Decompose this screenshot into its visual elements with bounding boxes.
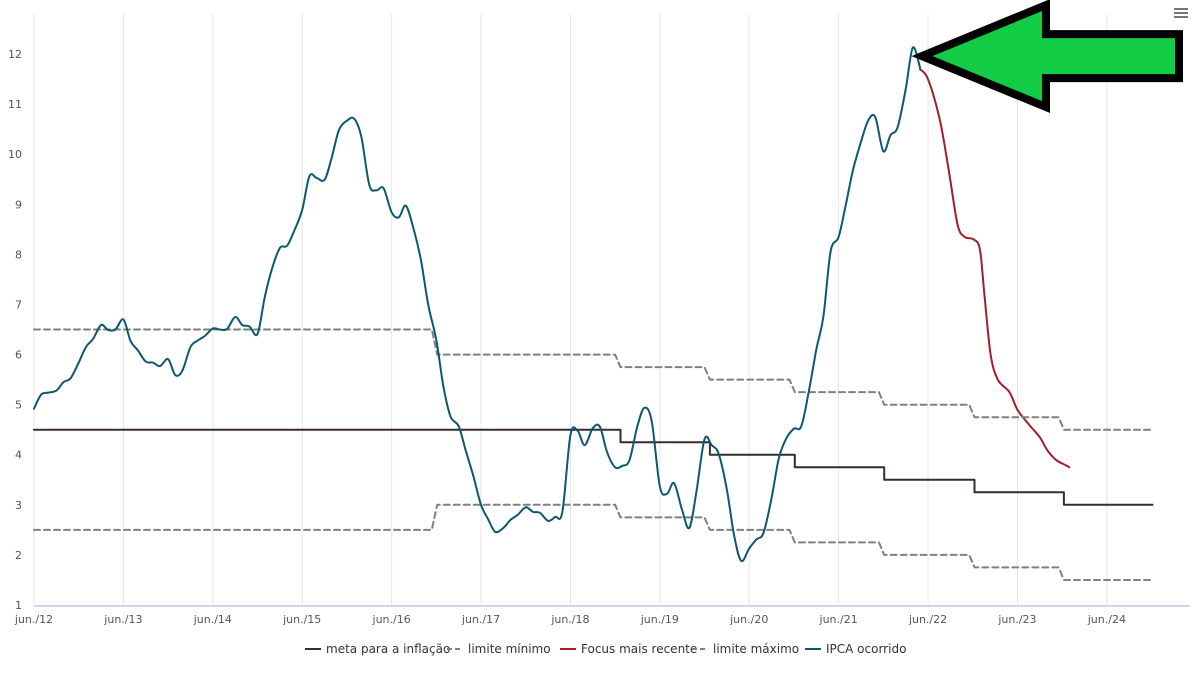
y-tick-label: 3 (15, 499, 22, 512)
y-tick-label: 11 (8, 98, 22, 111)
legend-label: IPCA ocorrido (826, 642, 906, 656)
series-line-ipca-ocorrido (33, 46, 921, 563)
series-line-limite-maximo (33, 328, 1154, 431)
y-tick-label: 5 (15, 399, 22, 412)
x-tick-label: jun./13 (103, 613, 142, 626)
grid-lines (33, 14, 1108, 605)
annotation-arrow (911, 0, 1183, 114)
green-arrow-icon (911, 0, 1183, 114)
legend-item[interactable]: Focus mais recente (560, 642, 697, 656)
y-tick-label: 12 (8, 48, 22, 61)
x-tick-label: jun./16 (372, 613, 411, 626)
legend-label: limite máximo (713, 642, 799, 656)
x-tick-label: jun./20 (729, 613, 768, 626)
y-tick-label: 4 (15, 449, 22, 462)
x-tick-label: jun./12 (14, 613, 53, 626)
series-line-limite-minimo (33, 503, 1154, 581)
x-tick-label: jun./19 (640, 613, 679, 626)
legend-item[interactable]: IPCA ocorrido (805, 642, 906, 656)
x-tick-label: jun./23 (997, 613, 1036, 626)
x-tick-label: jun./24 (1087, 613, 1126, 626)
x-tick-label: jun./17 (461, 613, 500, 626)
x-tick-label: jun./14 (193, 613, 232, 626)
y-tick-label: 2 (15, 549, 22, 562)
legend-item[interactable]: limite máximo (692, 642, 799, 656)
legend-label: Focus mais recente (581, 642, 697, 656)
legend-item[interactable]: meta para a inflação (305, 642, 450, 656)
series-line-focus-mais-recente (919, 68, 1071, 469)
x-tick-label: jun./18 (550, 613, 589, 626)
y-tick-label: 10 (8, 148, 22, 161)
y-tick-label: 1 (15, 599, 22, 612)
x-tick-label: jun./21 (819, 613, 858, 626)
y-tick-label: 6 (15, 349, 22, 362)
series-line-meta-para-a-inflacao (33, 428, 1154, 506)
y-tick-label: 7 (15, 298, 22, 311)
legend-item[interactable]: limite mínimo (447, 642, 551, 656)
x-tick-label: jun./15 (282, 613, 321, 626)
y-tick-label: 9 (15, 198, 22, 211)
hamburger-menu-icon[interactable] (1174, 6, 1188, 18)
x-tick-label: jun./22 (908, 613, 947, 626)
axes: jun./12 jun./13 jun./14 jun./15 jun./16 jun./… (8, 48, 1190, 626)
legend-label: limite mínimo (468, 642, 551, 656)
legend-label: meta para a inflação (326, 642, 450, 656)
legend[interactable]: meta para a inflação limite mínimo Focus m… (305, 642, 906, 656)
series-lines (33, 46, 1154, 581)
y-tick-label: 8 (15, 248, 22, 261)
